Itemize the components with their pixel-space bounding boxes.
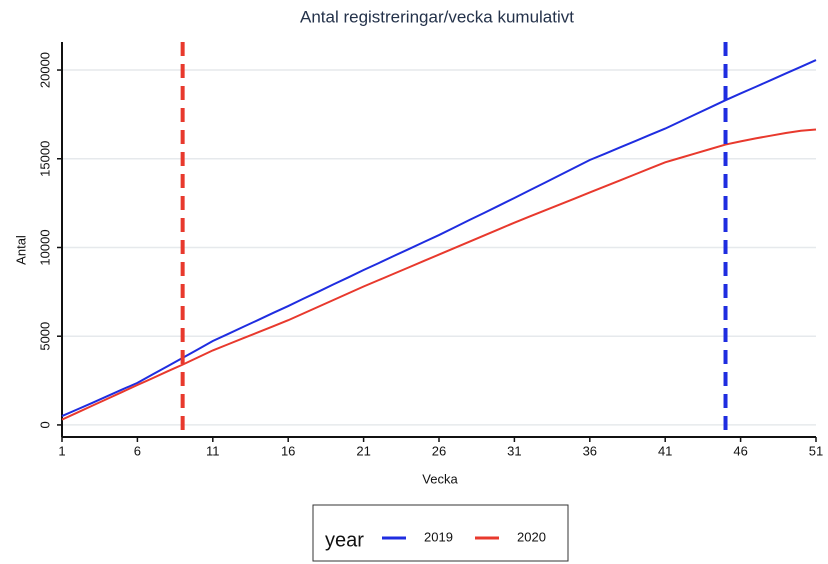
- y-tick-label: 20000: [37, 52, 52, 88]
- y-tick-label: 0: [37, 421, 52, 428]
- legend-title: year: [325, 529, 364, 551]
- y-axis-label: Antal: [13, 235, 28, 265]
- x-tick-label: 41: [658, 443, 672, 458]
- x-tick-label: 21: [356, 443, 370, 458]
- y-tick-label: 5000: [37, 322, 52, 351]
- y-tick-label: 15000: [37, 141, 52, 177]
- x-tick-label: 46: [733, 443, 747, 458]
- x-tick-label: 36: [583, 443, 597, 458]
- line-series: [61, 59, 817, 417]
- x-tick-label: 6: [134, 443, 141, 458]
- y-tick-label: 10000: [37, 229, 52, 265]
- x-tick-label: 26: [432, 443, 446, 458]
- legend-label: 2020: [517, 529, 546, 544]
- x-tick-label: 16: [281, 443, 295, 458]
- x-tick-label: 51: [809, 443, 823, 458]
- legend-label: 2019: [424, 529, 453, 544]
- line-series: [61, 128, 817, 421]
- x-tick-label: 31: [507, 443, 521, 458]
- x-axis-label: Vecka: [422, 471, 458, 486]
- x-tick-label: 1: [58, 443, 65, 458]
- chart-title: Antal registreringar/vecka kumulativt: [300, 7, 574, 26]
- legend-box: [312, 504, 569, 562]
- x-tick-label: 11: [206, 443, 220, 458]
